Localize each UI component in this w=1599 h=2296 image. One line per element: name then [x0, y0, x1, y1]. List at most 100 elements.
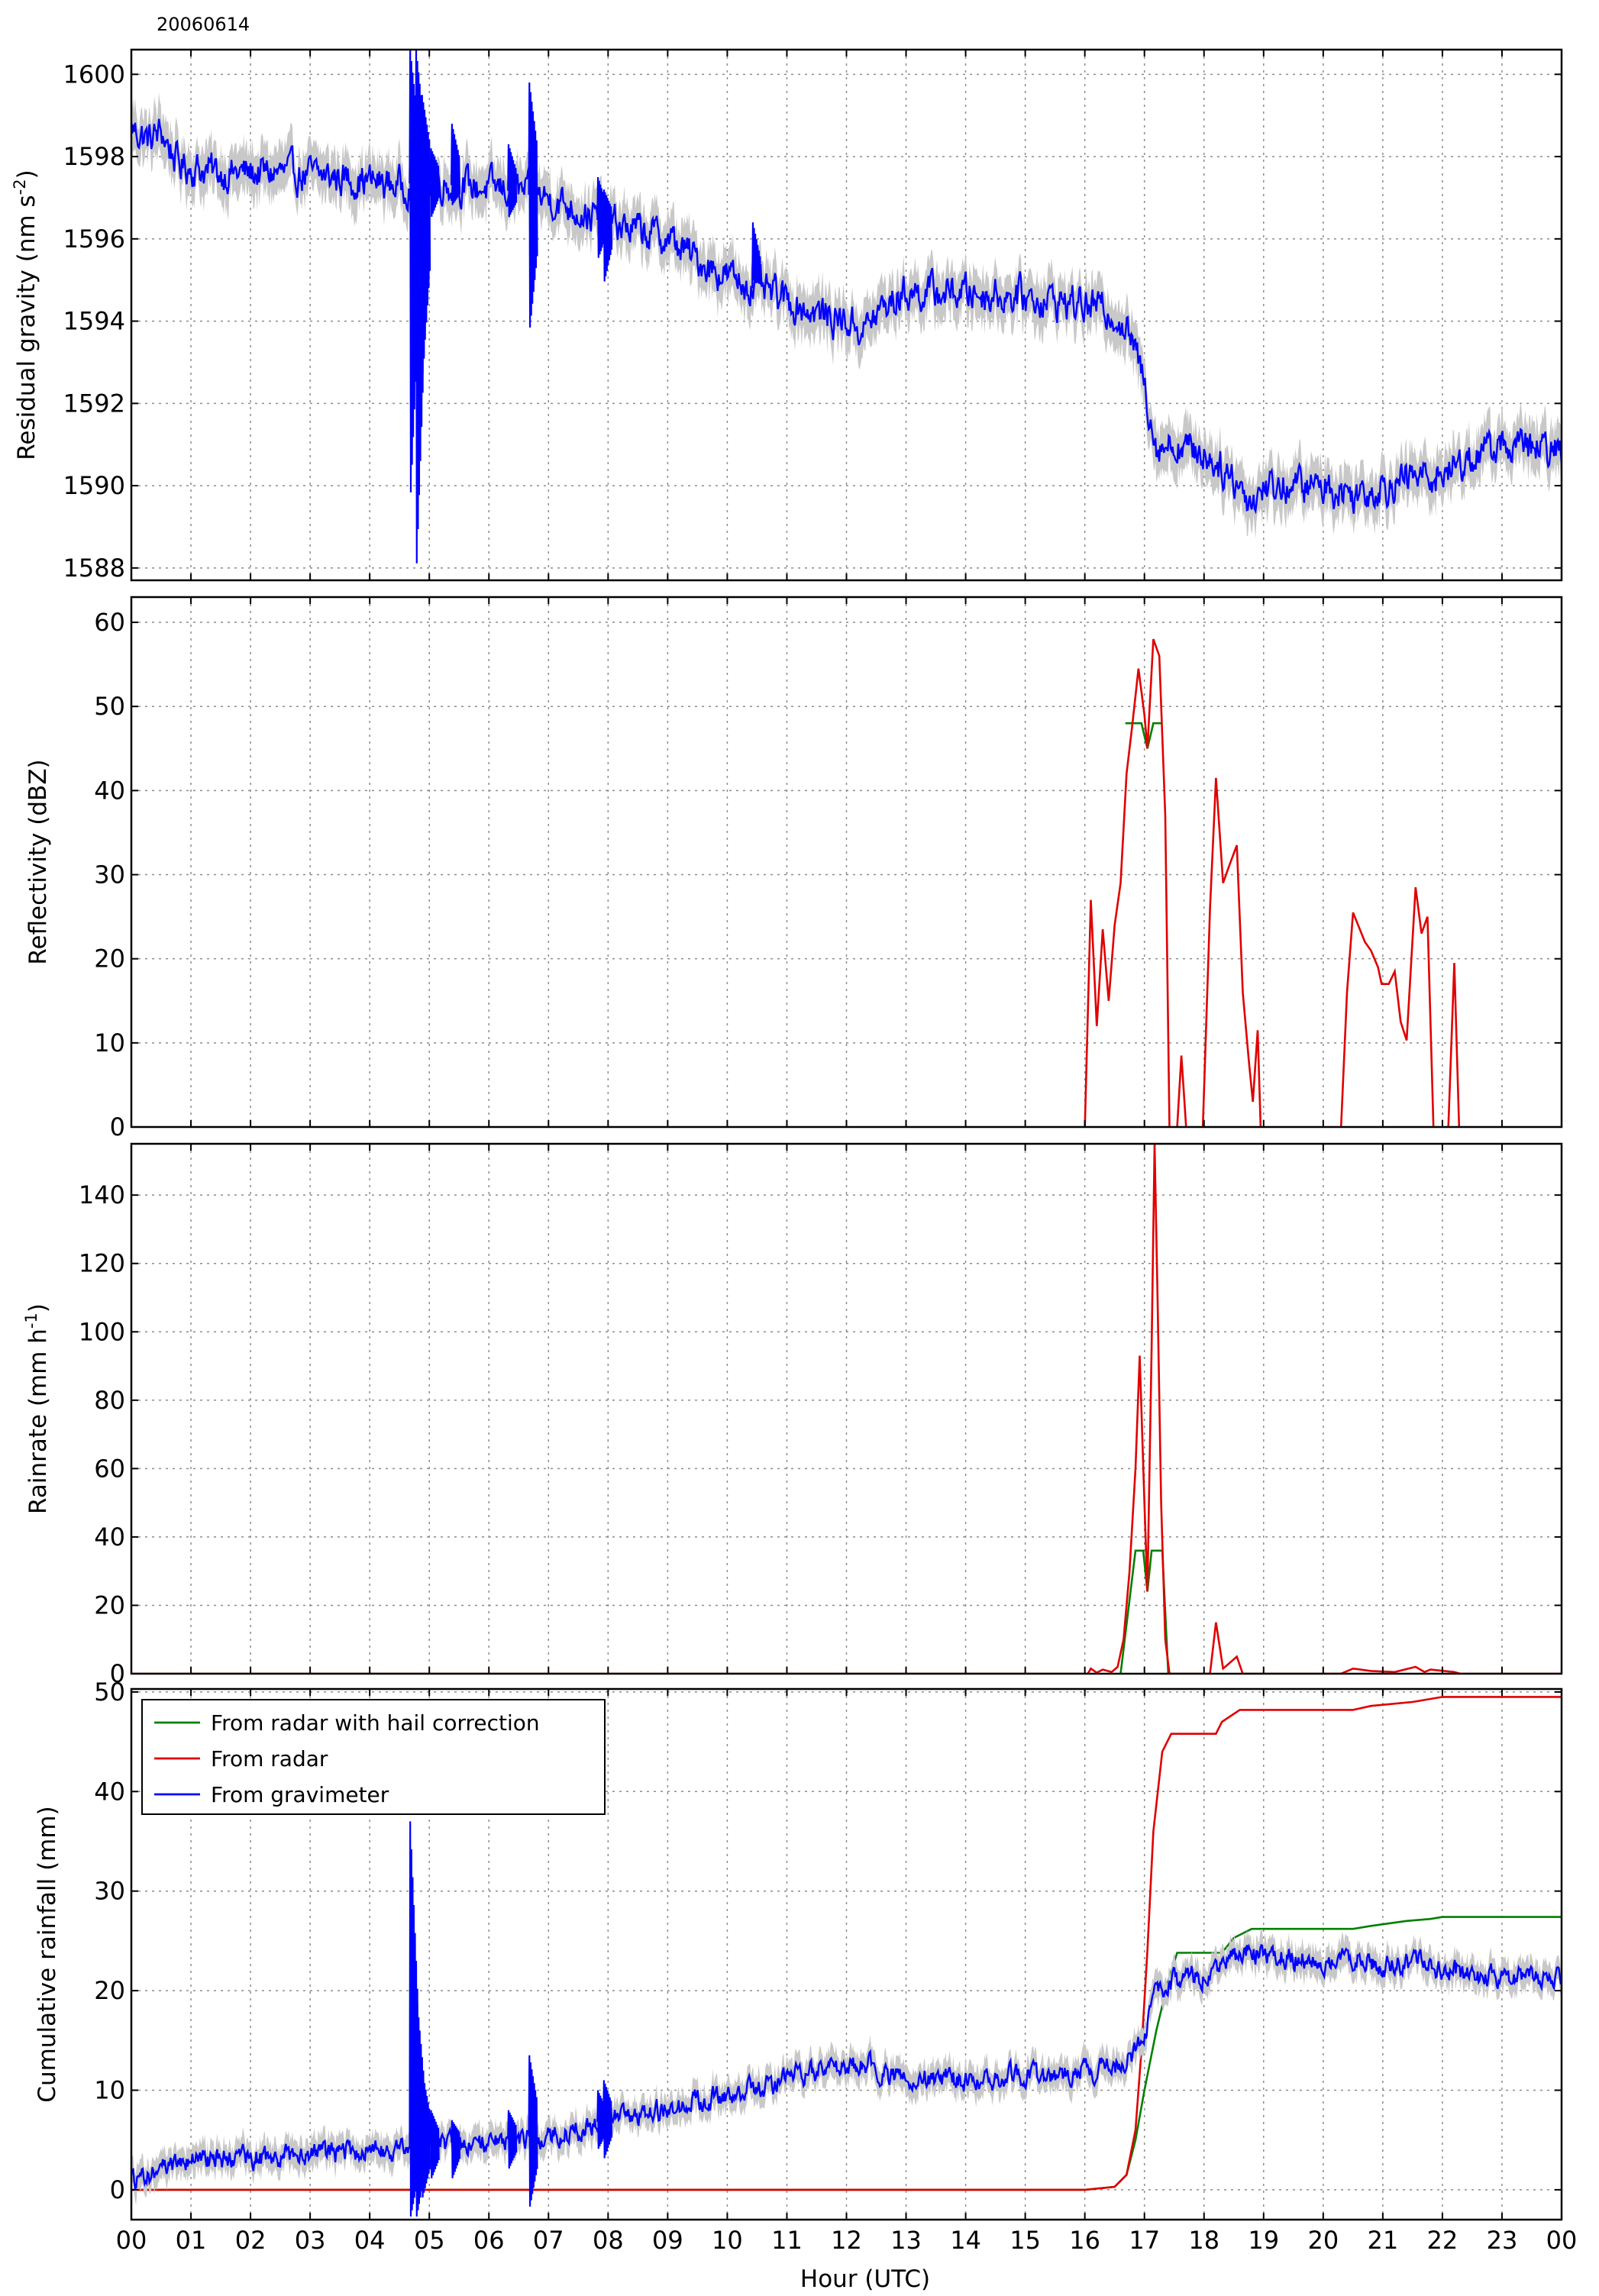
- y-tick-label: 100: [79, 1317, 125, 1346]
- x-tick-label: 16: [1069, 2226, 1100, 2255]
- gravity-series-from-gravimeter-spike: [528, 82, 538, 328]
- gravity-series-from-gravimeter-spike: [421, 95, 431, 375]
- x-tick-label: 13: [890, 2226, 922, 2255]
- reflectivity-series-from-radar-segment: [1447, 963, 1461, 1127]
- y-tick-label: 60: [94, 1454, 125, 1483]
- x-tick-label: 18: [1188, 2226, 1219, 2255]
- gravity-plot-area: [131, 50, 1562, 564]
- x-tick-label: 07: [533, 2226, 564, 2255]
- y-tick-label: 1588: [63, 554, 125, 583]
- x-tick-label: 15: [1009, 2226, 1041, 2255]
- x-tick-label: 11: [771, 2226, 803, 2255]
- y-tick-label: 80: [94, 1386, 125, 1415]
- panel-rainrate: 0 20 40 60 80 100 120 140 Rainrate (mm h-1): [22, 1142, 1563, 1688]
- y-tick-label: 60: [94, 608, 125, 637]
- cumulative-plot-area: [131, 1696, 1562, 2217]
- reflectivity-plot-area: [1084, 638, 1461, 1127]
- gravity-y-axis-title: Residual gravity (nm s-2): [11, 170, 40, 460]
- x-tick-label: 19: [1248, 2226, 1279, 2255]
- x-tick-label: 09: [652, 2226, 683, 2255]
- rainrate-y-axis-title: Rainrate (mm h-1): [22, 1303, 52, 1514]
- x-axis: 00 01 02 03 04 05 06 07 08 09 10 11 12 13 14 15 16 17 18 19…: [116, 2226, 1578, 2255]
- cumulative-series-from-gravimeter: [131, 1943, 1562, 2191]
- x-tick-label: 00: [1546, 2226, 1578, 2255]
- x-tick-label: 21: [1368, 2226, 1399, 2255]
- y-tick-label: 0: [110, 1659, 125, 1688]
- cumulative-series-from-gravimeter-spike: [507, 2110, 518, 2169]
- cumulative-y-axis: 0 10 20 30 40 50: [94, 1678, 1562, 2220]
- x-tick-label: 12: [831, 2226, 862, 2255]
- gravity-series-from-gravimeter-spike: [507, 144, 518, 218]
- rainrate-y-axis: 0 20 40 60 80 100 120 140: [79, 1144, 1562, 1688]
- legend-label: From radar: [211, 1746, 328, 1771]
- x-tick-label: 02: [235, 2226, 266, 2255]
- cumulative-series-from-gravimeter-spike: [528, 2055, 538, 2207]
- x-tick-label: 06: [473, 2226, 505, 2255]
- y-tick-label: 40: [94, 776, 125, 805]
- y-tick-label: 1598: [63, 142, 125, 171]
- panel-cumulative: 0 10 20 30 40 50 Cumulative rainfall (mm): [34, 1678, 1563, 2221]
- rainrate-plot-area: [131, 1144, 1562, 1674]
- reflectivity-y-axis: 0 10 20 30 40 50 60: [94, 597, 1562, 1142]
- y-tick-label: 20: [94, 1590, 125, 1619]
- x-tick-label: 04: [354, 2226, 386, 2255]
- y-tick-label: 140: [79, 1180, 125, 1209]
- gravity-series-from-gravimeter-spike: [751, 222, 762, 289]
- rainrate-frame: [130, 1142, 1563, 1675]
- y-tick-label: 120: [79, 1249, 125, 1278]
- legend-box: [141, 1699, 606, 1815]
- reflectivity-y-axis-title: Reflectivity (dBZ): [24, 759, 52, 964]
- reflectivity-grid: [131, 597, 1562, 1128]
- x-tick-label: 00: [116, 2226, 147, 2255]
- reflectivity-series-from-radar-segment: [1339, 886, 1435, 1127]
- rainrate-series-from-radar: [131, 1144, 1562, 1674]
- x-tick-label: 08: [593, 2226, 624, 2255]
- x-tick-label: 05: [414, 2226, 445, 2255]
- x-tick-label: 14: [950, 2226, 981, 2255]
- cumulative-series-from-gravimeter-spike: [602, 2080, 613, 2159]
- y-tick-label: 0: [110, 2175, 125, 2204]
- y-tick-label: 1590: [63, 471, 125, 500]
- y-tick-label: 50: [94, 1678, 125, 1707]
- y-tick-label: 40: [94, 1777, 125, 1806]
- y-tick-label: 40: [94, 1523, 125, 1552]
- y-tick-label: 20: [94, 945, 125, 974]
- legend-label: From gravimeter: [211, 1782, 389, 1807]
- x-tick-label: 22: [1427, 2226, 1458, 2255]
- x-axis-title: Hour (UTC): [800, 2265, 930, 2293]
- gravity-series-from-gravimeter-spike: [429, 148, 440, 217]
- y-tick-label: 10: [94, 2075, 125, 2104]
- date-label: 20060614: [157, 14, 250, 35]
- reflectivity-series-from-radar-segment: [1176, 1055, 1187, 1127]
- y-tick-label: 50: [94, 692, 125, 721]
- y-tick-label: 1594: [63, 307, 125, 336]
- x-tick-label: 10: [712, 2226, 743, 2255]
- reflectivity-series-from-radar-segment: [1201, 777, 1262, 1127]
- y-tick-label: 30: [94, 861, 125, 890]
- x-tick-label: 23: [1487, 2226, 1518, 2255]
- gravity-series-from-gravimeter-uncertainty-band: [131, 92, 1562, 539]
- cumulative-series-from-gravimeter-spike: [451, 2120, 461, 2178]
- y-tick-label: 0: [110, 1112, 125, 1142]
- panel-reflectivity: 0 10 20 30 40 50 60 Reflectivity (dBZ): [24, 596, 1563, 1142]
- x-tick-label: 03: [295, 2226, 326, 2255]
- cumulative-series-from-gravimeter-spike: [429, 2110, 440, 2178]
- y-tick-label: 10: [94, 1029, 125, 1058]
- x-tick-label: 20: [1307, 2226, 1339, 2255]
- legend-label: From radar with hail correction: [211, 1710, 540, 1736]
- gravity-series-from-gravimeter-spike: [602, 189, 613, 282]
- gravity-series-from-gravimeter: [131, 118, 1562, 515]
- reflectivity-series-from-radar-segment: [1084, 638, 1171, 1127]
- y-tick-label: 1592: [63, 389, 125, 418]
- cumulative-series-from-gravimeter-spike: [421, 2070, 431, 2198]
- reflectivity-frame: [130, 596, 1563, 1129]
- panel-gravity: 1588 1590 1592 1594 1596 1598 1600 Residual gra…: [11, 48, 1563, 583]
- legend: From radar with hail correction From rada…: [141, 1699, 606, 1815]
- x-tick-label: 01: [176, 2226, 207, 2255]
- cumulative-y-axis-title: Cumulative rainfall (mm): [34, 1806, 61, 2102]
- rainrate-grid: [131, 1144, 1562, 1674]
- gravity-y-axis: 1588 1590 1592 1594 1596 1598 1600: [63, 50, 1562, 583]
- y-tick-label: 30: [94, 1877, 125, 1906]
- gravity-series-from-gravimeter-spike: [451, 123, 461, 205]
